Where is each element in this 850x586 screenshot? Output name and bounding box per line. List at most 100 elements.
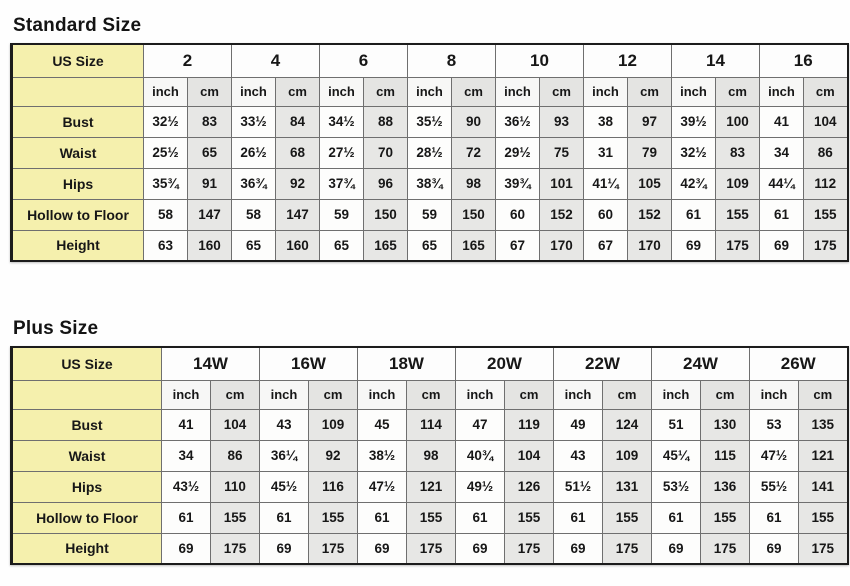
inch-value-cell: 61 (259, 501, 309, 534)
size-column-header: 24W (651, 346, 750, 381)
size-column-header: 6 (319, 43, 408, 78)
cm-unit-header: cm (602, 379, 652, 410)
inch-value-cell: 69 (749, 532, 799, 565)
cm-value-cell: 86 (210, 439, 260, 472)
inch-unit-header: inch (455, 379, 505, 410)
cm-unit-header: cm (715, 76, 760, 107)
inch-value-cell: 69 (651, 532, 701, 565)
inch-value-cell: 32½ (143, 105, 188, 138)
cm-value-cell: 155 (803, 198, 848, 231)
inch-value-cell: 67 (495, 229, 540, 262)
inch-value-cell: 60 (583, 198, 628, 231)
inch-value-cell: 38¾ (407, 167, 452, 200)
plus-size-section: Plus Size US Size 14W 16W 18W 20W 22W 24W 26W in… (0, 318, 850, 565)
inch-value-cell: 69 (759, 229, 804, 262)
inch-value-cell: 29½ (495, 136, 540, 169)
cm-value-cell: 152 (539, 198, 584, 231)
measurement-row: Waist 25½ 65 26½ 68 27½ 70 28½ 72 29½ 75 31 79 32½ 83 3… (11, 136, 848, 169)
cm-unit-header: cm (308, 379, 358, 410)
size-column-header: 16 (759, 43, 848, 78)
inch-value-cell: 40¾ (455, 439, 505, 472)
cm-value-cell: 121 (798, 439, 848, 472)
inch-value-cell: 31 (583, 136, 628, 169)
inch-value-cell: 45¼ (651, 439, 701, 472)
cm-value-cell: 131 (602, 470, 652, 503)
inch-value-cell: 53 (749, 408, 799, 441)
unit-header-row: inch cm inch cm inch cm inch cm inch cm inch cm inch… (11, 379, 848, 410)
cm-value-cell: 160 (187, 229, 232, 262)
inch-value-cell: 69 (161, 532, 211, 565)
cm-value-cell: 112 (803, 167, 848, 200)
measurement-row-label: Waist (11, 136, 144, 169)
inch-unit-header: inch (759, 76, 804, 107)
measurement-row: Hips 43½ 110 45½ 116 47½ 121 49½ 126 51½ 131 53½ 136… (11, 470, 848, 503)
cm-value-cell: 165 (363, 229, 408, 262)
inch-value-cell: 47½ (749, 439, 799, 472)
unit-header-row: inch cm inch cm inch cm inch cm inch cm inch cm inch… (11, 76, 848, 107)
size-column-header: 16W (259, 346, 358, 381)
cm-value-cell: 124 (602, 408, 652, 441)
measurement-row: Height 69 175 69 175 69 175 69 175 69 175 69 175 69 17… (11, 532, 848, 565)
cm-value-cell: 170 (539, 229, 584, 262)
inch-value-cell: 25½ (143, 136, 188, 169)
inch-value-cell: 44¼ (759, 167, 804, 200)
cm-value-cell: 98 (406, 439, 456, 472)
cm-value-cell: 175 (406, 532, 456, 565)
inch-value-cell: 34½ (319, 105, 364, 138)
inch-value-cell: 53½ (651, 470, 701, 503)
inch-value-cell: 45 (357, 408, 407, 441)
cm-value-cell: 141 (798, 470, 848, 503)
measurement-row-label: Height (11, 532, 162, 565)
measurement-row: Hollow to Floor 58 147 58 147 59 150 59 150 60 152… (11, 198, 848, 231)
inch-unit-header: inch (671, 76, 716, 107)
cm-unit-header: cm (210, 379, 260, 410)
cm-value-cell: 175 (803, 229, 848, 262)
inch-value-cell: 39½ (671, 105, 716, 138)
inch-value-cell: 49½ (455, 470, 505, 503)
inch-value-cell: 61 (161, 501, 211, 534)
cm-value-cell: 105 (627, 167, 672, 200)
plus-size-title: Plus Size (13, 318, 99, 339)
inch-value-cell: 59 (407, 198, 452, 231)
inch-unit-header: inch (259, 379, 309, 410)
corner-empty-cell (11, 379, 162, 410)
cm-unit-header: cm (363, 76, 408, 107)
cm-value-cell: 84 (275, 105, 320, 138)
corner-empty-cell (11, 76, 144, 107)
cm-unit-header: cm (539, 76, 584, 107)
size-column-header: 20W (455, 346, 554, 381)
inch-value-cell: 38 (583, 105, 628, 138)
cm-value-cell: 83 (715, 136, 760, 169)
cm-value-cell: 175 (210, 532, 260, 565)
cm-value-cell: 155 (602, 501, 652, 534)
size-column-header: 26W (749, 346, 848, 381)
inch-value-cell: 38½ (357, 439, 407, 472)
cm-value-cell: 91 (187, 167, 232, 200)
inch-value-cell: 61 (759, 198, 804, 231)
cm-value-cell: 126 (504, 470, 554, 503)
inch-value-cell: 61 (357, 501, 407, 534)
measurement-row-label: Bust (11, 105, 144, 138)
cm-value-cell: 175 (308, 532, 358, 565)
inch-unit-header: inch (553, 379, 603, 410)
cm-value-cell: 104 (210, 408, 260, 441)
cm-value-cell: 147 (187, 198, 232, 231)
measurement-row: Waist 34 86 36¼ 92 38½ 98 40¾ 104 43 109 45¼ 115 47½ 1… (11, 439, 848, 472)
inch-value-cell: 60 (495, 198, 540, 231)
cm-value-cell: 75 (539, 136, 584, 169)
cm-value-cell: 155 (700, 501, 750, 534)
inch-value-cell: 67 (583, 229, 628, 262)
cm-value-cell: 109 (715, 167, 760, 200)
inch-value-cell: 41 (161, 408, 211, 441)
cm-value-cell: 115 (700, 439, 750, 472)
size-column-header: 14 (671, 43, 760, 78)
cm-value-cell: 150 (363, 198, 408, 231)
cm-value-cell: 155 (715, 198, 760, 231)
standard-size-table: US Size 2 4 6 8 10 12 14 16 inch cm inch cm inch cm inc… (10, 43, 849, 262)
cm-unit-header: cm (504, 379, 554, 410)
inch-value-cell: 58 (231, 198, 276, 231)
cm-value-cell: 96 (363, 167, 408, 200)
size-column-header: 8 (407, 43, 496, 78)
inch-value-cell: 33½ (231, 105, 276, 138)
